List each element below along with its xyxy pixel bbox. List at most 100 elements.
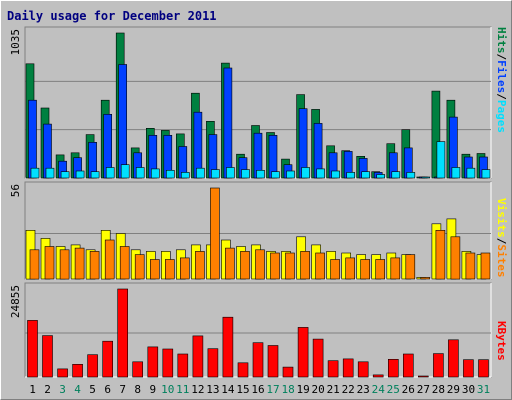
bar-sites-day-10 <box>165 259 175 280</box>
bar-sites-day-28 <box>435 230 446 280</box>
bar-pages-day-11 <box>181 172 190 179</box>
bar-pages-day-10 <box>166 170 175 179</box>
x-tick-label-day-24: 24 <box>372 383 386 396</box>
bar-kbytes-day-11 <box>177 353 189 378</box>
bar-sites-day-9 <box>150 259 160 280</box>
bar-pages-day-16 <box>256 170 265 179</box>
legend-entry-hits: Hits <box>495 27 508 54</box>
bar-pages-day-8 <box>135 167 145 179</box>
bar-kbytes-day-19 <box>297 327 309 378</box>
bar-pages-day-21 <box>331 170 340 179</box>
x-tick-label-day-30: 30 <box>462 383 475 396</box>
bar-files-day-1 <box>28 99 37 179</box>
bar-kbytes-day-6 <box>102 340 113 378</box>
bar-sites-day-4 <box>74 247 85 280</box>
bar-kbytes-day-15 <box>237 362 249 378</box>
bar-kbytes-day-7 <box>117 288 128 378</box>
bar-pages-day-15 <box>241 169 250 179</box>
bar-pages-day-20 <box>316 168 325 179</box>
bar-kbytes-day-22 <box>342 358 354 378</box>
y-max-label: 1035 <box>9 29 22 56</box>
bar-sites-day-1 <box>29 249 40 280</box>
legend-entry-files: Files <box>495 60 508 93</box>
legend-kbytes: KBytes <box>495 321 508 361</box>
x-tick-label-day-2: 2 <box>44 383 51 396</box>
x-tick-label-day-5: 5 <box>89 383 96 396</box>
legend-entry-pages: Pages <box>495 100 508 133</box>
bar-pages-day-25 <box>391 171 401 179</box>
x-tick-label-day-29: 29 <box>447 383 460 396</box>
panel-visits_sites: 56 <box>9 181 492 280</box>
bar-kbytes-day-23 <box>357 361 369 378</box>
panel-hits_files_pages: 1035 <box>9 26 492 179</box>
bar-sites-day-5 <box>89 251 100 280</box>
bar-kbytes-day-9 <box>147 346 159 378</box>
series-sites <box>29 187 491 280</box>
x-tick-label-day-28: 28 <box>432 383 445 396</box>
bar-sites-day-7 <box>119 246 130 280</box>
bar-pages-day-19 <box>301 167 310 179</box>
bar-sites-day-16 <box>255 249 265 280</box>
bar-sites-day-12 <box>195 251 205 280</box>
bar-kbytes-day-10 <box>162 348 174 378</box>
bar-sites-day-15 <box>240 251 250 280</box>
x-tick-label-day-6: 6 <box>104 383 111 396</box>
x-tick-label-day-1: 1 <box>29 383 36 396</box>
y-max-label: 24855 <box>9 285 22 318</box>
bar-sites-day-31 <box>480 252 491 280</box>
legend-entry-slash: / <box>495 93 508 100</box>
bar-sites-day-6 <box>104 239 115 280</box>
bar-kbytes-day-5 <box>87 354 98 378</box>
x-axis-labels: 1 2 3 4 5 6 7 8 9 10 11 12 13 14 15 16 17 18 19 20 21 22 23 24 2… <box>29 383 490 396</box>
bar-pages-day-24 <box>376 174 386 179</box>
bar-pages-day-5 <box>90 171 100 179</box>
x-tick-label-day-27: 27 <box>417 383 430 396</box>
x-tick-label-day-18: 18 <box>281 383 294 396</box>
bar-pages-day-2 <box>45 167 55 179</box>
bar-kbytes-day-24 <box>372 374 384 378</box>
bar-sites-day-8 <box>134 254 145 280</box>
bar-kbytes-day-31 <box>478 359 489 378</box>
bar-kbytes-day-8 <box>132 361 143 378</box>
x-tick-label-day-14: 14 <box>221 383 235 396</box>
x-tick-label-day-16: 16 <box>251 383 264 396</box>
bar-kbytes-day-20 <box>312 338 324 378</box>
x-tick-label-day-31: 31 <box>477 383 490 396</box>
bar-kbytes-day-26 <box>402 353 414 378</box>
bar-pages-day-3 <box>60 171 70 179</box>
x-tick-label-day-17: 17 <box>266 383 279 396</box>
x-tick-label-day-10: 10 <box>161 383 174 396</box>
bar-sites-day-29 <box>450 236 461 280</box>
x-tick-label-day-12: 12 <box>191 383 204 396</box>
x-tick-label-day-20: 20 <box>311 383 324 396</box>
x-tick-label-day-8: 8 <box>134 383 141 396</box>
x-tick-label-day-21: 21 <box>327 383 340 396</box>
bar-kbytes-day-12 <box>192 335 204 378</box>
legend-hits-files-pages: Hits/Files/Pages <box>495 27 508 133</box>
x-tick-label-day-19: 19 <box>296 383 309 396</box>
series-kbytes <box>27 288 489 378</box>
x-tick-label-day-4: 4 <box>74 383 81 396</box>
bar-sites-day-23 <box>360 259 371 280</box>
bar-sites-day-2 <box>44 246 55 280</box>
bar-pages-day-13 <box>211 169 220 179</box>
bar-kbytes-day-28 <box>433 353 444 378</box>
bar-kbytes-day-30 <box>463 359 474 378</box>
x-tick-label-day-26: 26 <box>402 383 415 396</box>
bar-pages-day-4 <box>75 170 85 179</box>
bar-pages-day-14 <box>226 167 235 179</box>
bar-kbytes-day-13 <box>207 348 219 378</box>
legend-entry-slash: / <box>495 238 508 245</box>
bar-files-day-7 <box>118 64 127 179</box>
bar-pages-day-31 <box>481 169 491 179</box>
bar-kbytes-day-14 <box>222 316 234 378</box>
bar-kbytes-day-29 <box>448 339 459 378</box>
bar-sites-day-22 <box>345 257 356 280</box>
bar-kbytes-day-25 <box>387 358 399 378</box>
bar-pages-day-26 <box>406 172 416 179</box>
bar-sites-day-19 <box>300 251 310 280</box>
y-max-label: 56 <box>9 184 22 197</box>
bar-kbytes-day-1 <box>27 320 38 378</box>
x-tick-label-day-3: 3 <box>59 383 66 396</box>
